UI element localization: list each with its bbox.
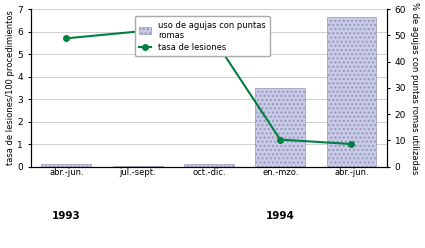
Bar bbox=[255, 88, 305, 167]
Bar bbox=[184, 164, 234, 167]
Legend: uso de agujas con puntas
romas, tasa de lesiones: uso de agujas con puntas romas, tasa de … bbox=[135, 16, 270, 57]
Bar bbox=[113, 165, 163, 167]
Y-axis label: tasa de lesiones/100 procedimientos: tasa de lesiones/100 procedimientos bbox=[6, 10, 14, 165]
Text: 1993: 1993 bbox=[52, 211, 81, 221]
Text: 1994: 1994 bbox=[266, 211, 295, 221]
Y-axis label: % de agujas con puntas romas utilizadas: % de agujas con puntas romas utilizadas bbox=[411, 2, 419, 174]
Bar bbox=[326, 17, 377, 167]
Bar bbox=[41, 164, 91, 167]
